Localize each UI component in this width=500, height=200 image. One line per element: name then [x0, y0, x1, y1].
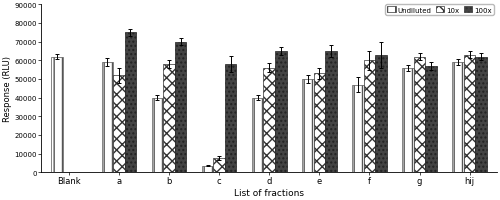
Bar [275, 52, 286, 172]
Bar [152, 98, 163, 172]
Bar [52, 57, 63, 172]
Bar [225, 65, 236, 172]
Bar [175, 42, 186, 172]
Bar [352, 85, 364, 172]
Bar [264, 68, 275, 172]
Y-axis label: Response (RLU): Response (RLU) [3, 56, 12, 122]
Bar [314, 74, 325, 172]
Bar [252, 98, 264, 172]
Bar [202, 166, 213, 172]
Bar [452, 63, 464, 172]
Bar [325, 52, 336, 172]
Bar [476, 57, 487, 172]
Bar [124, 33, 136, 172]
Bar [414, 57, 426, 172]
Bar [426, 67, 437, 172]
Bar [214, 158, 225, 172]
Bar [302, 80, 314, 172]
Bar [113, 76, 124, 172]
Bar [102, 63, 113, 172]
X-axis label: List of fractions: List of fractions [234, 188, 304, 197]
Bar [163, 65, 175, 172]
Bar [364, 61, 375, 172]
Bar [402, 68, 414, 172]
Bar [464, 55, 475, 172]
Bar [375, 55, 386, 172]
Legend: Undiluted, 10x, 100x: Undiluted, 10x, 100x [386, 5, 494, 16]
